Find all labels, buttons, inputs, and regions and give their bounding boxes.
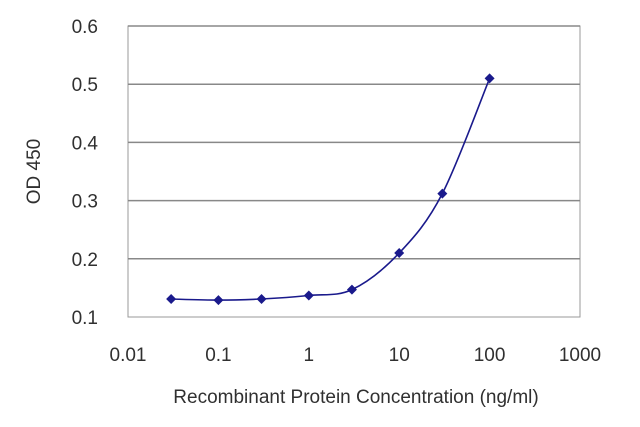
y-tick-label: 0.1 [72, 308, 98, 329]
x-tick-label: 100 [474, 345, 506, 366]
data-point [437, 188, 448, 199]
data-point [484, 73, 495, 84]
y-tick-label: 0.5 [72, 75, 98, 96]
series-line [171, 78, 491, 301]
x-tick-label: 0.1 [205, 345, 231, 366]
y-axis-tick-labels: 0.1 0.2 0.3 0.4 0.5 0.6 [72, 17, 99, 329]
plot-area [127, 25, 581, 318]
x-tick-label: 0.01 [110, 345, 147, 366]
y-tick-label: 0.2 [72, 250, 98, 271]
x-axis-title: Recombinant Protein Concentration (ng/ml… [173, 387, 538, 408]
gridlines [128, 25, 580, 260]
x-tick-label: 1000 [559, 345, 601, 366]
data-point [256, 293, 267, 304]
y-tick-label: 0.4 [72, 133, 99, 154]
data-point [166, 293, 177, 304]
x-axis-tick-labels: 0.01 0.1 1 10 100 1000 [110, 345, 602, 366]
data-point [303, 290, 314, 301]
y-tick-label: 0.6 [72, 17, 98, 38]
data-point [394, 247, 405, 258]
data-point [213, 295, 224, 306]
y-axis-title: OD 450 [24, 139, 45, 204]
x-tick-label: 10 [389, 345, 410, 366]
x-tick-label: 1 [304, 345, 315, 366]
data-point [346, 284, 357, 295]
y-tick-label: 0.3 [72, 192, 98, 213]
data-point-markers [166, 73, 495, 306]
